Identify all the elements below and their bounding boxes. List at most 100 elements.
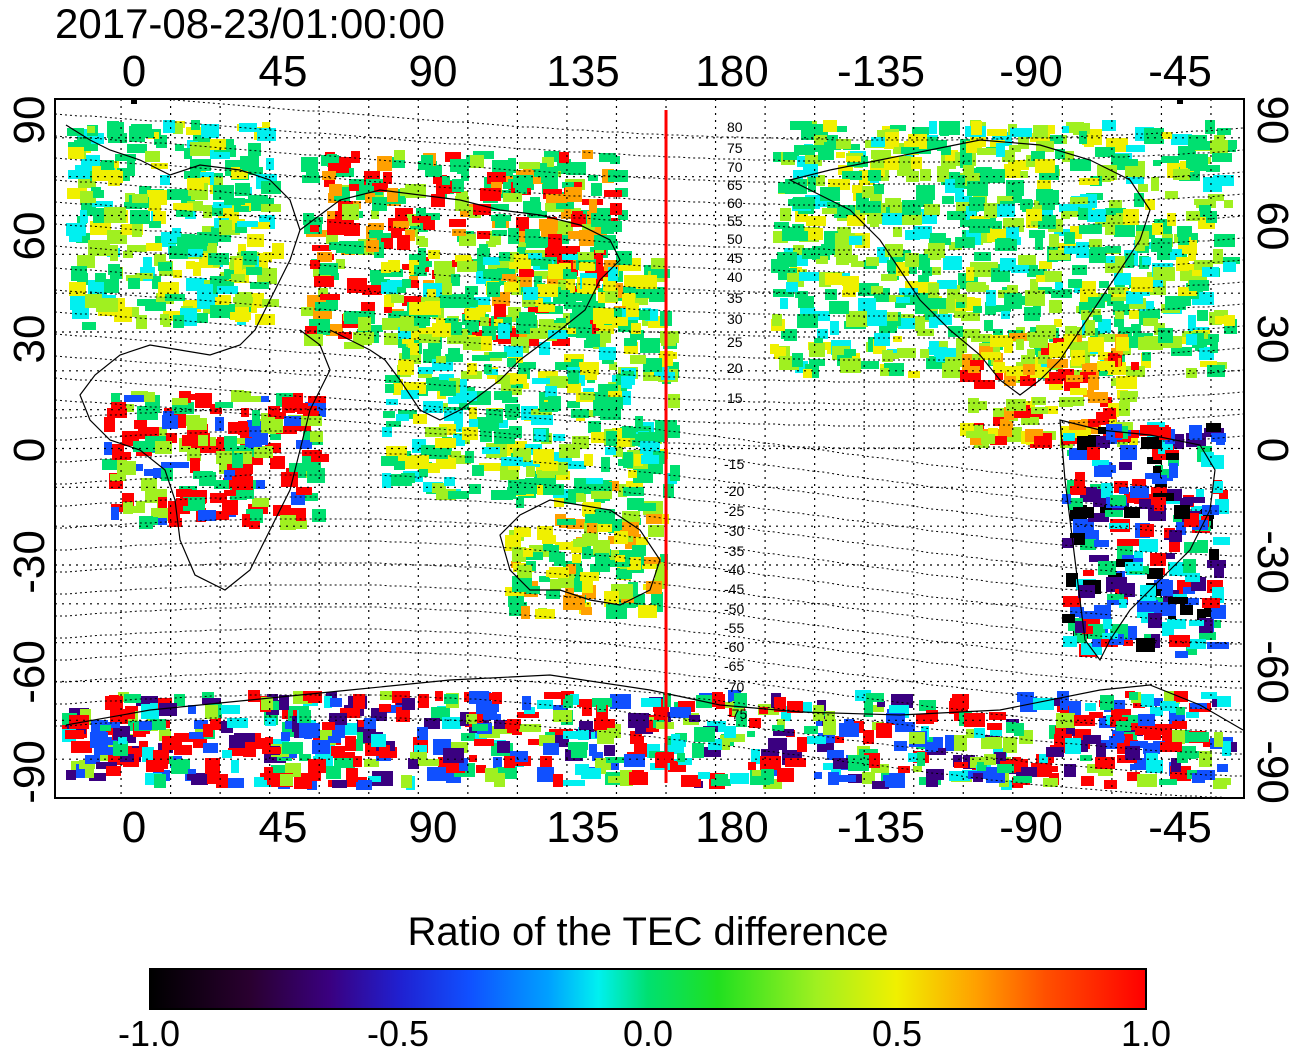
tec-cell [1208, 194, 1224, 201]
tec-cell [151, 163, 168, 169]
tec-cell [1030, 367, 1049, 378]
tec-cell [486, 241, 496, 247]
tec-cell [1114, 317, 1124, 327]
tec-cell [221, 705, 240, 714]
tec-cell [1064, 232, 1075, 244]
tec-cell [308, 759, 326, 773]
tec-cell [595, 553, 609, 564]
tec-cell [630, 731, 642, 744]
tec-cell [114, 307, 132, 322]
tec-cell [780, 208, 791, 221]
tec-cell [1031, 151, 1045, 161]
tec-cell [251, 222, 270, 229]
tec-cell [886, 713, 905, 724]
tec-cell [542, 157, 554, 167]
tec-cell [1098, 334, 1119, 342]
tec-cell [344, 311, 358, 324]
tec-cell [364, 718, 376, 729]
tec-cell [239, 123, 257, 132]
tec-cell [846, 156, 861, 162]
tec-cell [1104, 780, 1117, 789]
tec-cell [158, 262, 172, 271]
tec-cell [256, 480, 265, 489]
tec-cell [1011, 265, 1029, 273]
tec-cell [1079, 302, 1092, 312]
tec-cell [104, 442, 112, 455]
tec-cell [805, 228, 823, 240]
tec-cell [1212, 153, 1232, 162]
tec-cell [964, 713, 985, 727]
axis-tick-marks [131, 99, 1183, 104]
tec-cell [90, 732, 108, 748]
tec-cell [795, 291, 808, 298]
tec-cell [928, 283, 939, 298]
tec-cell [235, 183, 250, 196]
tec-cell [798, 296, 814, 308]
tec-cell [788, 255, 808, 266]
tec-cell [210, 404, 222, 414]
tec-cell [1119, 401, 1130, 416]
tec-cell [424, 213, 440, 220]
tec-cell [187, 445, 201, 461]
tec-cell [188, 249, 203, 257]
tec-cell [242, 396, 261, 402]
tec-cell [272, 739, 289, 746]
tec-cell [1192, 520, 1208, 530]
tec-cell [127, 144, 147, 153]
tec-cell [1105, 208, 1126, 215]
tec-cell [1173, 169, 1190, 180]
tec-cell [956, 294, 967, 308]
tec-cell [1188, 315, 1196, 331]
tec-cell [1183, 559, 1196, 573]
tec-cell [899, 288, 918, 295]
mlat-contour [55, 650, 1243, 733]
tec-cell [421, 155, 433, 170]
tec-cell [1073, 519, 1094, 533]
mlat-label: -40 [724, 562, 745, 578]
tec-cell [553, 774, 563, 787]
tec-cell [388, 311, 410, 322]
colorbar-title: Ratio of the TEC difference [407, 910, 889, 954]
tec-cell [871, 137, 893, 147]
tec-cell [1170, 703, 1179, 713]
tec-cell [187, 201, 203, 211]
mlat-label: 20 [727, 360, 743, 376]
tec-cell [235, 292, 252, 307]
tec-cell [330, 698, 342, 707]
tec-cell [1116, 337, 1129, 351]
tec-cell [579, 721, 593, 730]
tec-cell [531, 415, 553, 425]
tec-cell [193, 471, 213, 479]
tec-cell [326, 766, 341, 779]
tec-cell [591, 183, 602, 196]
tec-cell [947, 354, 965, 367]
tec-cell [984, 754, 996, 765]
tec-cell [595, 758, 606, 774]
tec-cell [1117, 539, 1139, 546]
tec-cell [163, 120, 175, 133]
tec-cell [1160, 701, 1176, 711]
tec-cell [1162, 728, 1171, 743]
tec-cell [1194, 199, 1213, 205]
tec-cell [885, 353, 899, 359]
tec-cell [1134, 551, 1143, 558]
mlat-contour [54, 223, 1244, 273]
tec-cell [1025, 290, 1045, 306]
coastline-south-america [1059, 419, 1216, 662]
tec-cell [111, 393, 120, 405]
tec-cell [1175, 651, 1188, 658]
tec-cell [85, 768, 94, 778]
tec-cell [993, 362, 1005, 373]
tec-cell [444, 694, 458, 704]
tec-cell [1222, 236, 1231, 247]
tec-cell [255, 314, 275, 325]
tec-cell [1115, 311, 1124, 319]
tec-cell [550, 579, 561, 591]
mlat-label: -15 [724, 456, 745, 472]
tec-cell [605, 447, 616, 455]
tec-cell [1093, 315, 1102, 322]
tec-cell [567, 519, 586, 529]
tec-cell [584, 484, 599, 494]
tec-cell [1043, 778, 1058, 787]
tec-cell [173, 123, 183, 134]
